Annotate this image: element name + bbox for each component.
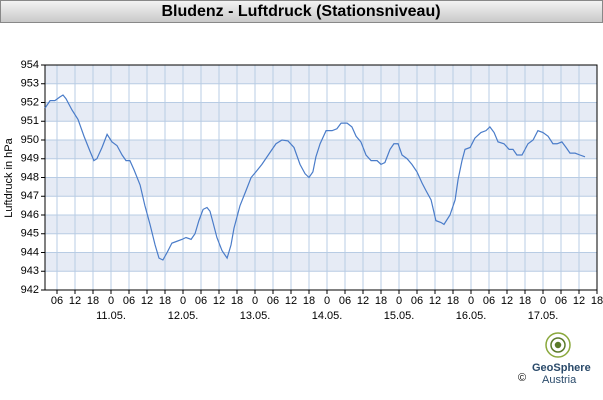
- y-tick-label: 949: [21, 153, 39, 165]
- x-tick-label: 12: [573, 295, 585, 307]
- x-tick-label: 18: [375, 295, 387, 307]
- y-tick-label: 953: [21, 78, 39, 90]
- y-tick-label: 946: [21, 209, 39, 221]
- copyright: ©: [518, 372, 526, 384]
- grid-band: [45, 215, 597, 234]
- y-tick-label: 945: [21, 228, 39, 240]
- y-tick-label: 951: [21, 115, 39, 127]
- x-tick-label: 18: [87, 295, 99, 307]
- x-tick-label: 12: [213, 295, 225, 307]
- data-line: [44, 94, 586, 261]
- x-tick-label: 12: [501, 295, 513, 307]
- x-tick-label: 06: [123, 295, 135, 307]
- x-tick-label: 0: [540, 295, 546, 307]
- date-label: 11.05.: [96, 310, 126, 322]
- x-tick-label: 06: [555, 295, 567, 307]
- date-label: 15.05.: [384, 310, 415, 322]
- grid-band: [45, 177, 597, 197]
- y-tick-label: 944: [21, 246, 39, 258]
- x-tick-label: 18: [447, 295, 459, 307]
- x-tick-label: 18: [159, 295, 171, 307]
- date-label: 13.05.: [240, 310, 271, 322]
- grid-band: [45, 102, 597, 122]
- brand: GeoSphere: [532, 362, 591, 374]
- y-tick-label: 952: [21, 96, 39, 108]
- x-tick-label: 0: [324, 295, 330, 307]
- grid-band: [45, 65, 597, 84]
- x-tick-label: 06: [483, 295, 495, 307]
- x-tick-label: 18: [591, 295, 603, 307]
- date-label: 16.05.: [456, 310, 487, 322]
- x-tick-label: 12: [357, 295, 369, 307]
- x-tick-label: 0: [252, 295, 258, 307]
- y-tick-label: 942: [21, 284, 39, 296]
- x-tick-label: 06: [267, 295, 279, 307]
- date-label: 14.05.: [312, 310, 343, 322]
- y-tick-label: 943: [21, 265, 39, 277]
- x-tick-label: 06: [339, 295, 351, 307]
- y-tick-label: 948: [21, 171, 39, 183]
- logo: [545, 332, 571, 358]
- x-tick-label: 0: [180, 295, 186, 307]
- x-tick-label: 06: [411, 295, 423, 307]
- x-tick-label: 06: [195, 295, 207, 307]
- brand-sub: Austria: [542, 374, 577, 386]
- x-tick-label: 06: [51, 295, 63, 307]
- y-axis-label: Luftdruck in hPa: [3, 137, 15, 217]
- y-tick-label: 954: [21, 59, 39, 71]
- x-tick-label: 12: [429, 295, 441, 307]
- x-tick-label: 12: [69, 295, 81, 307]
- x-tick-label: 18: [303, 295, 315, 307]
- x-tick-label: 0: [468, 295, 474, 307]
- x-tick-label: 12: [141, 295, 153, 307]
- grid-band: [45, 252, 597, 272]
- date-label: 12.05.: [168, 310, 199, 322]
- x-tick-label: 12: [285, 295, 297, 307]
- plot-frame: [44, 64, 598, 291]
- date-label: 17.05.: [528, 310, 559, 322]
- x-tick-label: 0: [108, 295, 114, 307]
- y-tick-label: 950: [21, 134, 39, 146]
- x-tick-label: 18: [519, 295, 531, 307]
- y-tick-label: 947: [21, 190, 39, 202]
- x-tick-label: 0: [396, 295, 402, 307]
- x-tick-label: 18: [231, 295, 243, 307]
- chart-title: Bludenz - Luftdruck (Stationsniveau): [161, 3, 440, 20]
